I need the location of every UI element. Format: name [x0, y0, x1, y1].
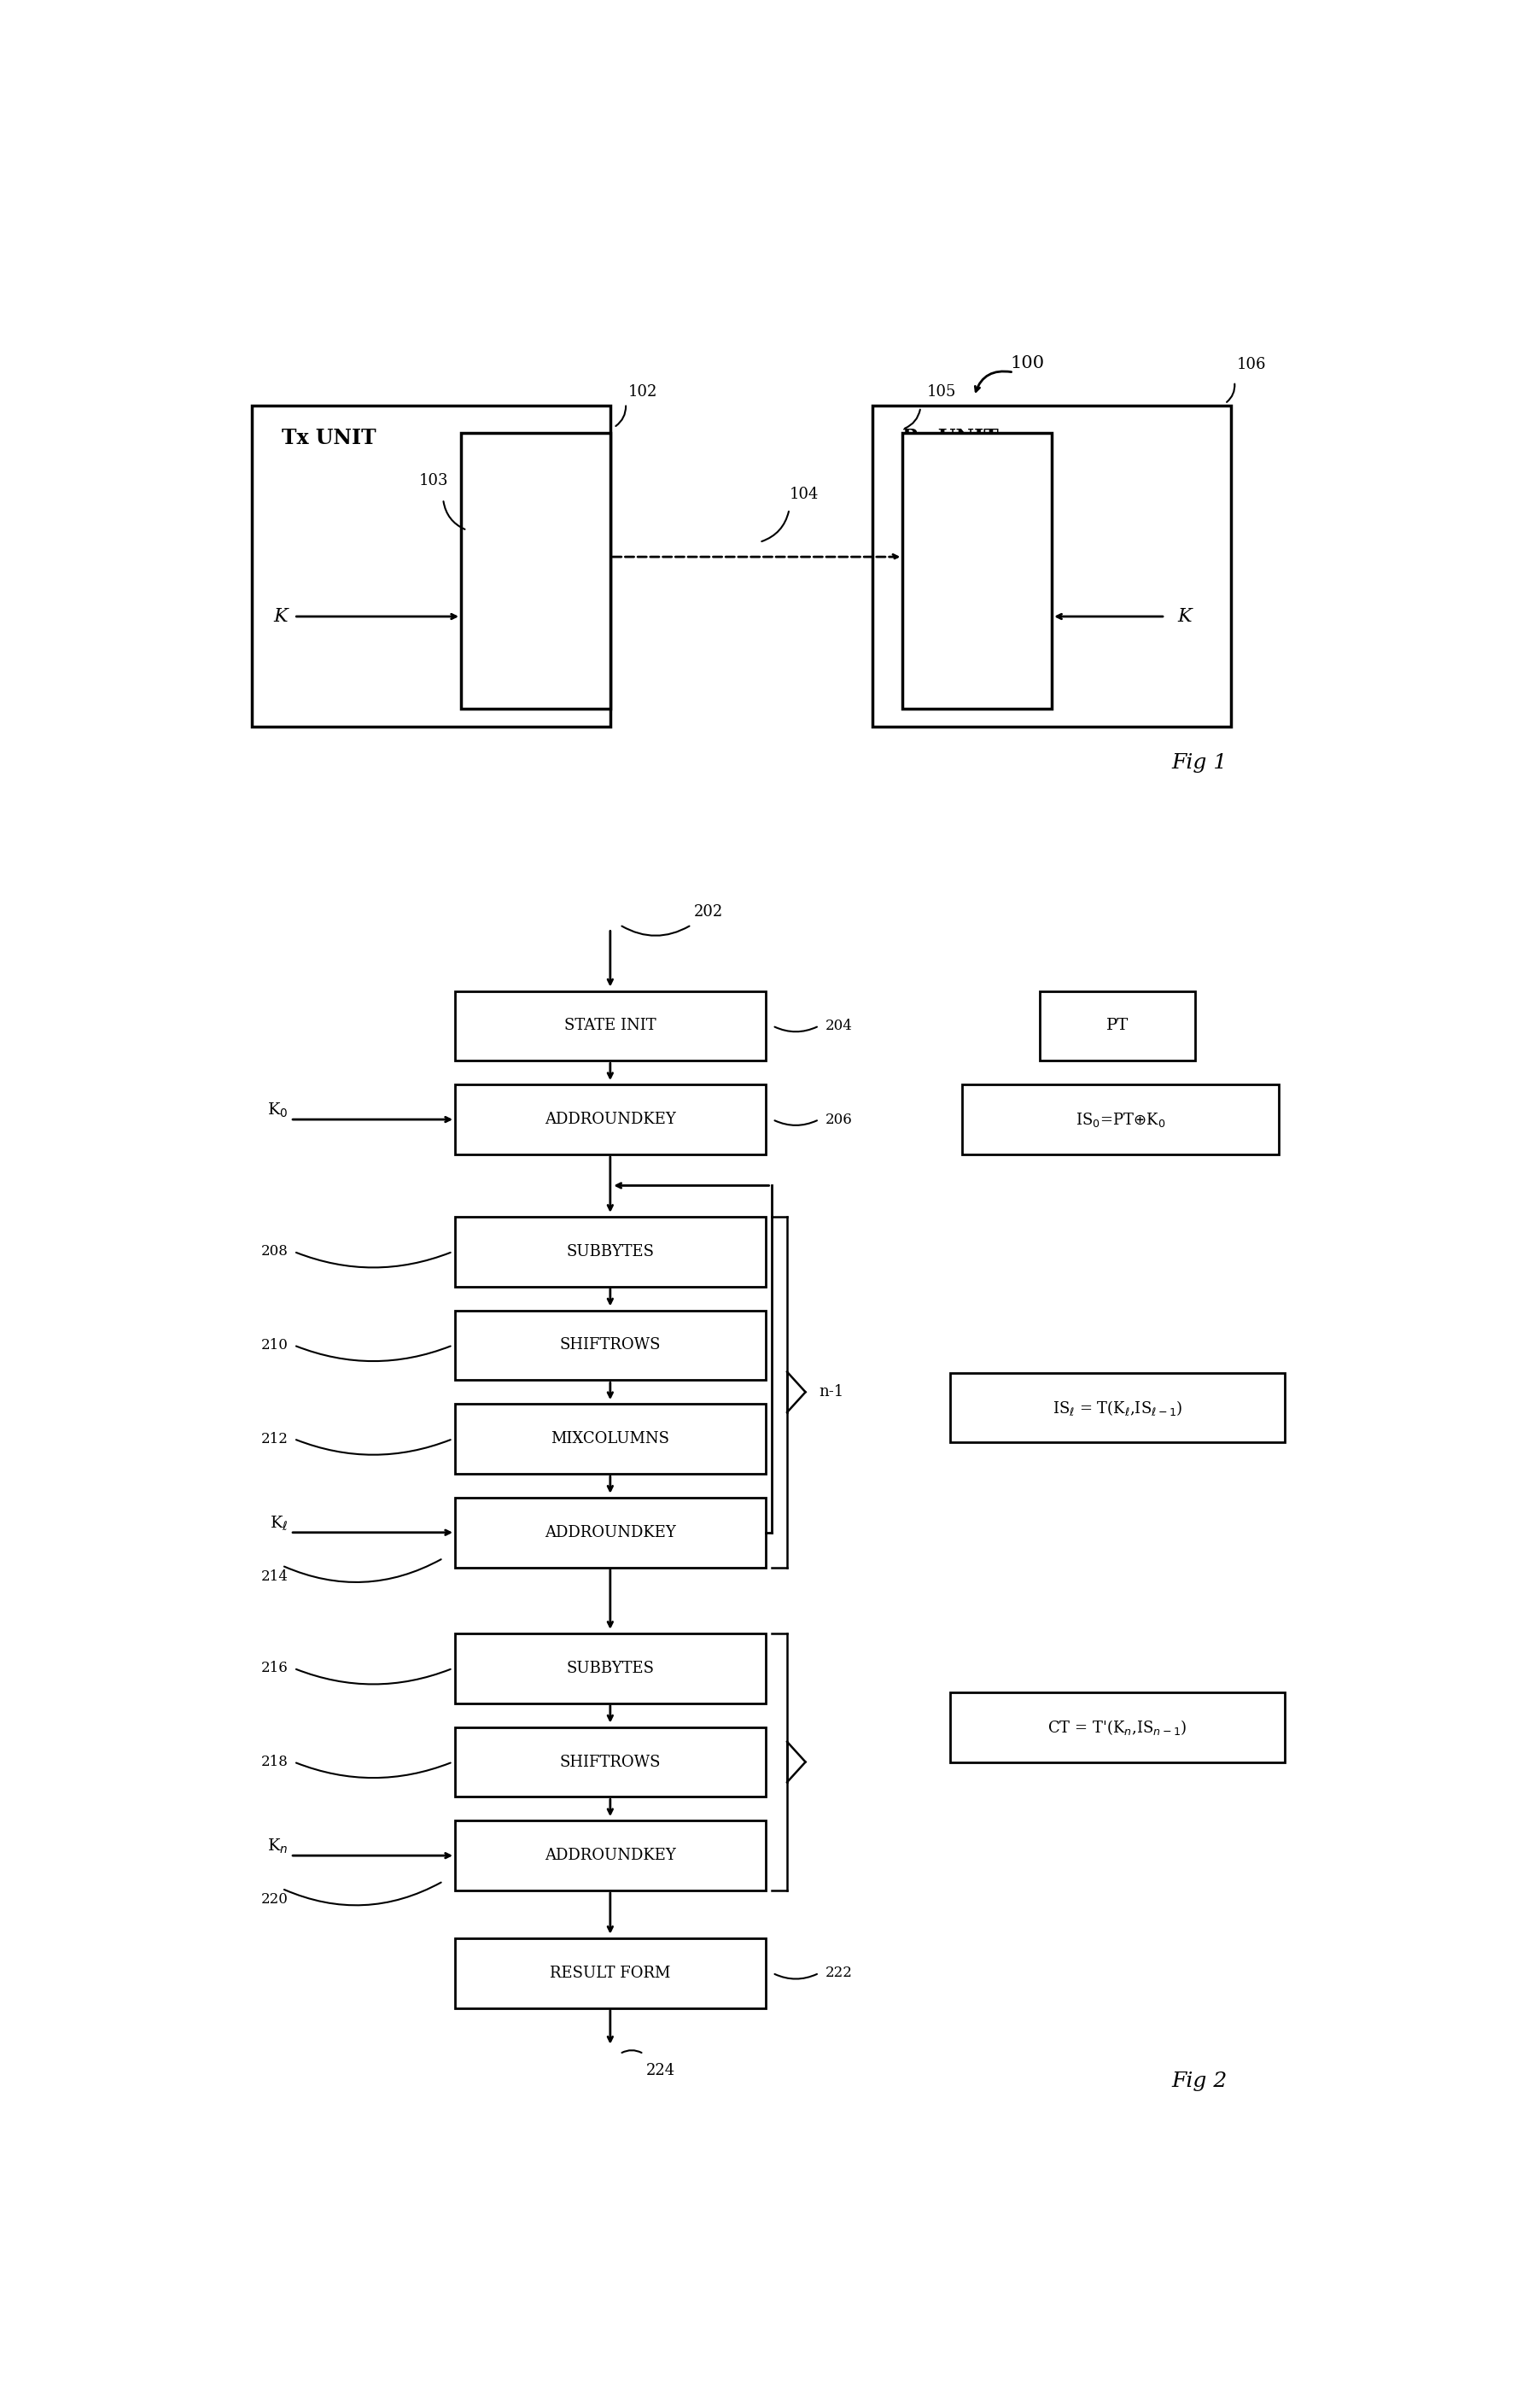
Bar	[456, 1633, 765, 1702]
Text: STATE INIT: STATE INIT	[564, 1018, 656, 1035]
Text: 102: 102	[628, 384, 658, 401]
Text: SUBBYTES: SUBBYTES	[567, 1244, 654, 1259]
Text: 202: 202	[693, 904, 722, 920]
Bar	[253, 405, 610, 727]
Text: 224: 224	[647, 2062, 675, 2079]
Text: CT = T'(K$_n$,IS$_{n-1}$): CT = T'(K$_n$,IS$_{n-1}$)	[1047, 1719, 1187, 1736]
Text: IS$_\ell$ = T(K$_\ell$,IS$_{\ell-1}$): IS$_\ell$ = T(K$_\ell$,IS$_{\ell-1}$)	[1052, 1399, 1183, 1416]
Text: IS$_0$=PT$\oplus$K$_0$: IS$_0$=PT$\oplus$K$_0$	[1075, 1111, 1166, 1128]
Text: ADDROUNDKEY: ADDROUNDKEY	[545, 1848, 676, 1864]
Text: K$_n$: K$_n$	[266, 1838, 288, 1855]
Text: SUBBYTES: SUBBYTES	[567, 1662, 654, 1676]
Bar	[873, 405, 1230, 727]
Text: K: K	[274, 608, 288, 627]
Bar	[456, 1497, 765, 1566]
Text: K$_\ell$: K$_\ell$	[270, 1514, 288, 1533]
Bar	[456, 1726, 765, 1798]
Text: 222: 222	[825, 1967, 852, 1981]
Text: ADDROUNDKEY: ADDROUNDKEY	[545, 1526, 676, 1540]
Bar	[456, 992, 765, 1061]
Bar	[950, 1373, 1284, 1442]
Bar	[456, 1938, 765, 2007]
Text: 106: 106	[1237, 358, 1266, 372]
Text: K$_0$: K$_0$	[266, 1101, 288, 1120]
Bar	[962, 1085, 1278, 1154]
Text: 212: 212	[260, 1433, 288, 1447]
Bar	[456, 1821, 765, 1891]
Text: 210: 210	[260, 1337, 288, 1352]
Text: K: K	[1177, 608, 1192, 627]
Text: SHIFTROWS: SHIFTROWS	[559, 1755, 661, 1769]
Text: SHIFTROWS: SHIFTROWS	[559, 1337, 661, 1354]
Text: RESULT FORM: RESULT FORM	[550, 1964, 670, 1981]
Text: Fig 2: Fig 2	[1170, 2072, 1227, 2091]
Bar	[950, 1693, 1284, 1762]
Text: 216: 216	[260, 1662, 288, 1676]
Bar	[460, 434, 610, 708]
Text: 103: 103	[419, 472, 448, 489]
Bar	[1040, 992, 1195, 1061]
Text: PT: PT	[1106, 1018, 1129, 1035]
Text: Fig 1: Fig 1	[1170, 753, 1227, 772]
Text: Tx UNIT: Tx UNIT	[282, 427, 376, 448]
Bar	[456, 1085, 765, 1154]
Text: 220: 220	[260, 1893, 288, 1907]
Text: ADDROUNDKEY: ADDROUNDKEY	[545, 1111, 676, 1128]
Text: 208: 208	[260, 1244, 288, 1259]
Text: 105: 105	[927, 384, 956, 401]
Text: n-1: n-1	[819, 1385, 844, 1399]
Text: MIXCOLUMNS: MIXCOLUMNS	[551, 1430, 670, 1447]
Text: 206: 206	[825, 1113, 852, 1128]
Text: 100: 100	[1010, 355, 1044, 372]
Text: 104: 104	[790, 486, 819, 501]
Text: 214: 214	[260, 1569, 288, 1583]
Bar	[902, 434, 1052, 708]
Bar	[456, 1216, 765, 1287]
Text: 204: 204	[825, 1018, 852, 1032]
Bar	[456, 1311, 765, 1380]
Bar	[456, 1404, 765, 1473]
Text: 218: 218	[260, 1755, 288, 1769]
Text: Rx UNIT: Rx UNIT	[902, 427, 999, 448]
